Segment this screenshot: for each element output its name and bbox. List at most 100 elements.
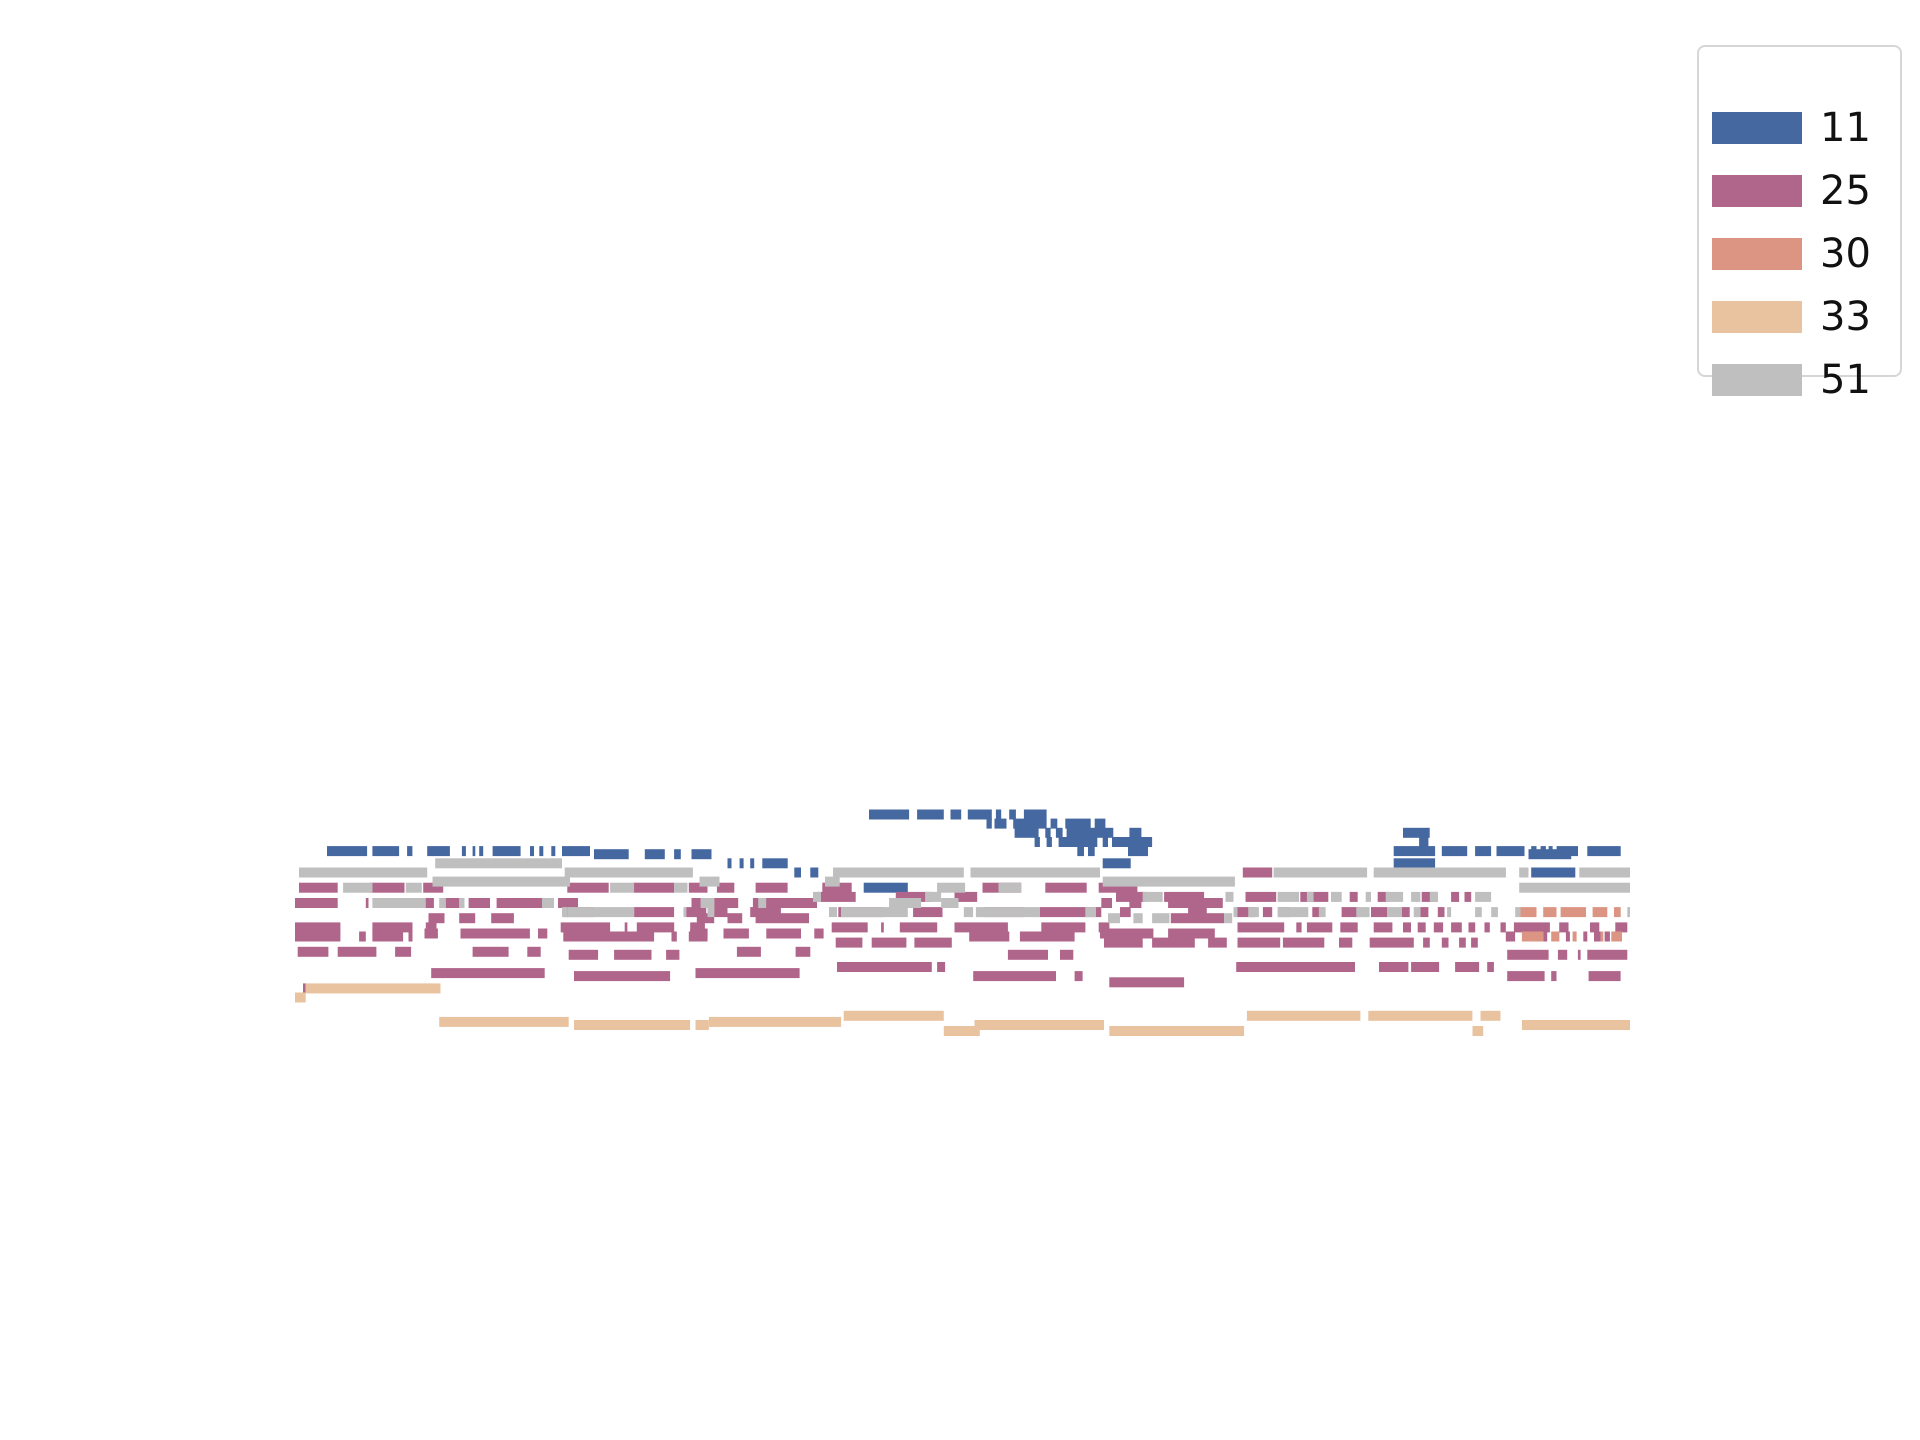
bar-segment-25-120 (1594, 931, 1601, 942)
bar-segment-33-12 (943, 1026, 980, 1036)
bar-segment-51-3 (833, 867, 964, 878)
bar-segment-25-141 (736, 946, 761, 957)
bar-segment-33-2 (843, 1010, 944, 1021)
bar-segment-51-7 (1519, 867, 1529, 878)
legend-swatch-11 (1712, 112, 1802, 144)
bar-segment-25-74 (831, 922, 868, 933)
bar-segment-25-6 (567, 882, 609, 893)
bar-segment-11-17 (1129, 827, 1142, 838)
bar-segment-25-84 (1373, 922, 1393, 933)
bar-segment-25-35 (714, 898, 739, 908)
bar-segment-25-142 (795, 946, 811, 957)
bar-segment-25-48 (1039, 907, 1102, 918)
bar-segment-25-69 (425, 922, 437, 933)
bar-segment-11-58 (1102, 858, 1131, 869)
bar-segment-51-19 (1519, 882, 1630, 893)
bar-segment-33-7 (708, 1016, 842, 1027)
bar-segment-11-24 (1419, 837, 1429, 847)
bar-segment-11-22 (1102, 837, 1108, 847)
bar-segment-25-7 (632, 882, 675, 893)
bar-segment-25-68 (372, 922, 413, 933)
bar-segment-25-138 (395, 946, 412, 957)
bar-segment-11-41 (1441, 846, 1468, 857)
bar-segment-11-38 (1088, 846, 1095, 857)
bar-segment-51-62 (1108, 913, 1120, 924)
bar-segment-30-0 (1520, 907, 1537, 918)
bar-segment-25-27 (295, 898, 338, 908)
bar-segment-51-9 (432, 876, 570, 887)
bar-segment-51-8 (1579, 867, 1630, 878)
bar-segment-25-86 (1417, 922, 1426, 933)
bar-segment-51-51 (1248, 907, 1259, 918)
bar-segment-25-100 (723, 928, 749, 939)
bar-segment-33-13 (1109, 1026, 1245, 1036)
bar-segment-25-103 (1100, 928, 1154, 939)
bar-segment-25-93 (1559, 922, 1569, 933)
bar-segment-25-15 (817, 891, 856, 902)
legend-label-30: 30 (1820, 231, 1871, 277)
bar-segment-25-83 (1340, 922, 1358, 933)
bar-segment-25-90 (1484, 922, 1490, 933)
bar-segment-25-58 (1420, 907, 1429, 918)
bar-segment-11-50 (644, 849, 665, 860)
bar-segment-11-12 (1094, 818, 1106, 829)
bar-segment-51-41 (562, 907, 568, 918)
bar-segment-11-2 (950, 809, 962, 820)
legend-label-51: 51 (1820, 357, 1871, 403)
bar-segment-51-14 (405, 882, 422, 893)
bar-segment-51-13 (343, 882, 373, 893)
bar-segment-51-64 (1152, 913, 1170, 924)
bar-segment-51-43 (683, 907, 687, 918)
bar-segment-25-160 (695, 968, 800, 979)
bar-segment-11-18 (1403, 827, 1430, 838)
bar-segment-25-61 (459, 913, 476, 924)
bar-segment-25-19 (1164, 891, 1205, 902)
bar-segment-25-81 (1296, 922, 1302, 933)
bar-segment-25-59 (1437, 907, 1445, 918)
legend-item-33: 33 (1712, 297, 1892, 337)
legend-label-25: 25 (1820, 168, 1871, 214)
bar-segment-51-25 (1306, 891, 1314, 902)
bar-segment-25-46 (913, 907, 943, 918)
bar-segment-51-60 (1515, 907, 1521, 918)
bar-segment-25-76 (899, 922, 938, 933)
bar-segment-51-22 (1142, 891, 1163, 902)
bar-segment-25-107 (372, 931, 404, 942)
bar-segment-25-43 (714, 907, 728, 918)
bar-segment-51-47 (963, 907, 974, 918)
bar-segment-25-36 (752, 898, 817, 908)
bar-segment-25-167 (1109, 977, 1185, 988)
bar-segment-25-165 (1551, 971, 1557, 982)
bar-segment-25-163 (1074, 971, 1083, 982)
bar-segment-25-127 (1208, 937, 1227, 948)
bar-segment-25-71 (624, 922, 628, 933)
bar-segment-25-148 (1507, 949, 1549, 960)
bar-segment-25-30 (441, 898, 460, 908)
bar-segment-11-61 (810, 867, 819, 878)
bar-segment-51-52 (1277, 907, 1309, 918)
bar-segment-25-4 (369, 882, 405, 893)
bar-segment-25-126 (1152, 937, 1195, 948)
bar-segment-51-26 (1331, 891, 1342, 902)
bar-segment-25-137 (337, 946, 377, 957)
bar-segment-25-88 (1451, 922, 1462, 933)
bar-segment-25-23 (1377, 891, 1390, 902)
bar-segment-25-22 (1349, 891, 1358, 902)
bar-segment-25-113 (1019, 931, 1075, 942)
bar-segment-25-14 (1098, 882, 1138, 893)
bar-segment-11-15 (1055, 827, 1063, 838)
bar-segment-25-55 (1341, 907, 1361, 918)
bar-segment-11-6 (1023, 809, 1047, 820)
bar-segment-11-33 (530, 846, 534, 857)
bar-segment-33-4 (1368, 1010, 1473, 1021)
bar-segment-25-38 (1129, 898, 1142, 908)
bar-segment-25-10 (755, 882, 788, 893)
bar-segment-25-18 (1116, 891, 1146, 902)
bar-segment-51-20 (813, 891, 821, 902)
bar-segment-11-0 (869, 809, 910, 820)
bar-segment-25-105 (295, 931, 341, 942)
bar-segment-25-5 (423, 882, 444, 893)
bar-segment-11-20 (1046, 837, 1052, 847)
bar-segment-25-152 (837, 962, 932, 972)
bar-segment-25-2 (1242, 867, 1273, 878)
